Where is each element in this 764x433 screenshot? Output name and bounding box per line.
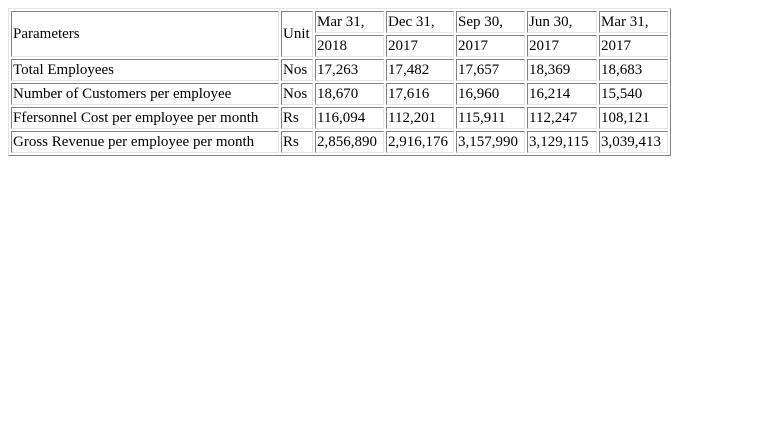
table-row: Number of Customers per employee Nos 18,… <box>11 83 668 105</box>
employee-metrics-table: Parameters Unit Mar 31, Dec 31, Sep 30, … <box>8 8 671 156</box>
header-period-year: 2018 <box>315 35 384 57</box>
row-value: 115,911 <box>456 107 525 129</box>
row-value: 2,916,176 <box>386 131 454 153</box>
row-value: 18,670 <box>315 83 384 105</box>
header-row-top: Parameters Unit Mar 31, Dec 31, Sep 30, … <box>11 11 668 57</box>
row-value: 17,657 <box>456 59 525 81</box>
row-unit: Rs <box>281 107 313 129</box>
row-parameter: Total Employees <box>11 59 279 81</box>
row-value: 3,129,115 <box>527 131 597 153</box>
row-value: 108,121 <box>599 107 668 129</box>
row-value: 17,263 <box>315 59 384 81</box>
header-row-bottom: 2018 2017 2017 2017 2017 <box>11 35 668 57</box>
table-row: Total Employees Nos 17,263 17,482 17,657… <box>11 59 668 81</box>
table-row: Gross Revenue per employee per month Rs … <box>11 131 668 153</box>
row-value: 112,201 <box>386 107 454 129</box>
row-value: 15,540 <box>599 83 668 105</box>
row-unit: Nos <box>281 59 313 81</box>
header-period-year: 2017 <box>599 35 668 57</box>
row-value: 2,856,890 <box>315 131 384 153</box>
row-value: 18,369 <box>527 59 597 81</box>
row-value: 16,214 <box>527 83 597 105</box>
row-value: 17,482 <box>386 59 454 81</box>
header-period-month: Jun 30, <box>527 11 597 33</box>
header-period-year: 2017 <box>456 35 525 57</box>
row-value: 112,247 <box>527 107 597 129</box>
row-unit: Nos <box>281 83 313 105</box>
header-period-year: 2017 <box>527 35 597 57</box>
row-value: 3,039,413 <box>599 131 668 153</box>
header-period-month: Mar 31, <box>599 11 668 33</box>
row-parameter: Ffersonnel Cost per employee per month <box>11 107 279 129</box>
row-value: 116,094 <box>315 107 384 129</box>
header-period-year: 2017 <box>386 35 454 57</box>
row-parameter: Gross Revenue per employee per month <box>11 131 279 153</box>
header-period-month: Sep 30, <box>456 11 525 33</box>
table-row: Ffersonnel Cost per employee per month R… <box>11 107 668 129</box>
row-value: 3,157,990 <box>456 131 525 153</box>
header-period-month: Dec 31, <box>386 11 454 33</box>
row-value: 18,683 <box>599 59 668 81</box>
row-unit: Rs <box>281 131 313 153</box>
row-value: 17,616 <box>386 83 454 105</box>
header-unit: Unit <box>281 11 313 57</box>
row-value: 16,960 <box>456 83 525 105</box>
header-parameters: Parameters <box>11 11 279 57</box>
header-period-month: Mar 31, <box>315 11 384 33</box>
row-parameter: Number of Customers per employee <box>11 83 279 105</box>
